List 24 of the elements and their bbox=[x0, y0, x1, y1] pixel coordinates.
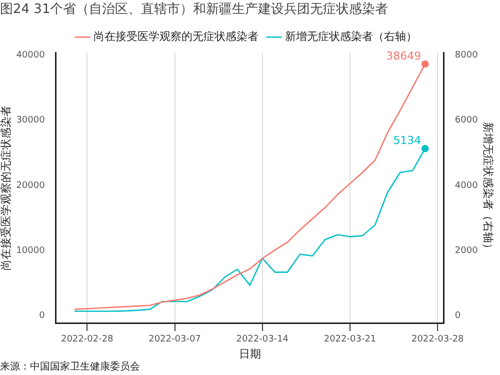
y2-tick-label: 8000 bbox=[454, 50, 478, 61]
y-tick-label: 10000 bbox=[16, 246, 46, 256]
x-tick-label: 2022-03-21 bbox=[324, 334, 376, 345]
y2-tick-label: 4000 bbox=[454, 180, 478, 191]
x-tick-label: 2022-03-28 bbox=[411, 334, 464, 345]
y2-tick-label: 6000 bbox=[454, 116, 478, 126]
y2-tick-label: 2000 bbox=[454, 246, 478, 256]
y2-axis-title: 新增无症状感染者（右轴） bbox=[482, 122, 495, 254]
legend-label: 新增无症状感染者（右轴） bbox=[285, 30, 417, 43]
y-tick-label: 20000 bbox=[16, 180, 46, 191]
y-axis-title: 尚在接受医学观察的无症状感染者 bbox=[0, 105, 12, 270]
data-label: 5134 bbox=[393, 134, 422, 147]
y-tick-label: 30000 bbox=[16, 116, 46, 126]
data-label: 38649 bbox=[386, 49, 422, 62]
x-tick-label: 2022-03-14 bbox=[236, 334, 289, 345]
x-axis-title: 日期 bbox=[238, 347, 261, 360]
y-tick-label: 0 bbox=[39, 311, 46, 322]
y2-tick-label: 0 bbox=[454, 311, 461, 322]
source-note: 来源：中国国家卫生健康委员会 bbox=[0, 360, 140, 373]
chart-title: 图24 31个省（自治区、直辖市）和新疆生产建设兵团无症状感染者 bbox=[0, 2, 388, 18]
y-tick-label: 40000 bbox=[16, 50, 46, 61]
legend-label: 尚在接受医学观察的无症状感染者 bbox=[94, 30, 258, 43]
x-tick-label: 2022-03-07 bbox=[148, 334, 201, 345]
x-tick-label: 2022-02-28 bbox=[60, 334, 114, 345]
